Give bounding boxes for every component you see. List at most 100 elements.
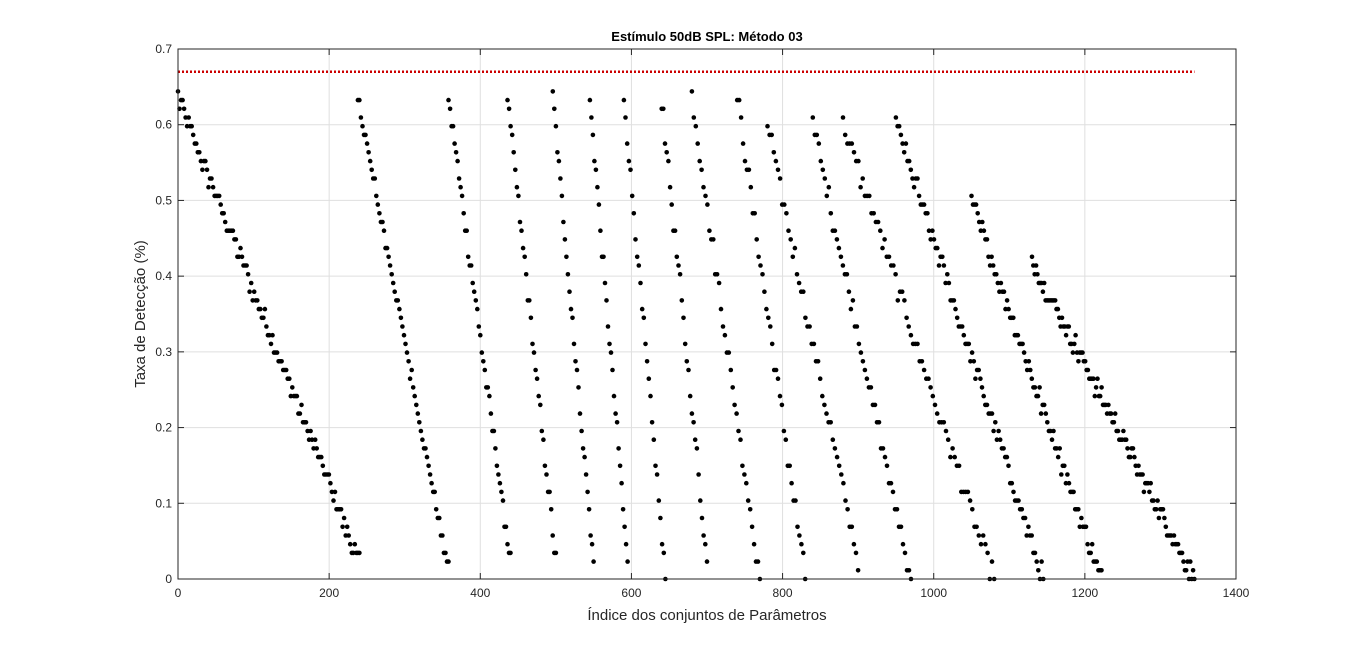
data-point	[775, 376, 781, 382]
data-point	[775, 167, 781, 173]
data-point	[1132, 454, 1137, 460]
data-point	[527, 298, 532, 303]
data-point	[893, 115, 899, 120]
data-point	[797, 533, 802, 538]
data-point	[841, 480, 846, 486]
data-point	[746, 167, 752, 173]
data-point	[822, 402, 827, 408]
data-point	[856, 341, 862, 347]
data-point	[1011, 489, 1016, 495]
data-point	[703, 193, 708, 199]
y-tick-label: 0.6	[155, 118, 172, 132]
data-point	[908, 332, 914, 338]
data-point	[1041, 402, 1047, 408]
data-point	[649, 420, 655, 425]
data-point	[470, 280, 476, 286]
data-point	[556, 158, 562, 164]
data-point	[290, 385, 295, 390]
data-point	[681, 315, 686, 321]
data-point	[571, 341, 577, 347]
data-point	[703, 541, 708, 547]
data-point	[661, 550, 667, 556]
data-point	[984, 402, 990, 408]
data-point	[860, 176, 865, 181]
data-point	[898, 524, 904, 530]
data-point	[704, 559, 710, 564]
data-point	[900, 141, 905, 146]
data-point	[1106, 402, 1111, 408]
data-point	[989, 559, 995, 564]
data-point	[970, 507, 975, 512]
data-point	[341, 515, 347, 521]
data-point	[426, 463, 431, 469]
data-point	[531, 350, 537, 355]
data-point	[815, 359, 821, 364]
data-point	[1004, 454, 1010, 460]
data-point	[607, 341, 612, 347]
data-point	[803, 315, 808, 321]
data-point	[326, 472, 332, 477]
data-point	[245, 272, 251, 277]
data-point	[943, 428, 949, 434]
data-point	[666, 158, 671, 164]
data-point	[592, 158, 597, 164]
data-point	[1162, 515, 1167, 521]
x-tick-label: 800	[773, 586, 793, 600]
data-point	[777, 393, 783, 399]
data-point	[601, 254, 606, 260]
data-point	[1020, 341, 1025, 347]
data-point	[222, 219, 228, 225]
data-point	[661, 106, 666, 112]
data-point	[816, 141, 822, 146]
data-point	[714, 272, 720, 277]
data-point	[387, 263, 393, 268]
data-point	[268, 341, 274, 347]
data-point	[186, 115, 191, 120]
data-point	[701, 184, 706, 190]
data-point	[1089, 541, 1095, 547]
data-point	[598, 228, 603, 233]
data-point	[562, 237, 568, 242]
data-point	[747, 507, 753, 512]
data-point	[485, 385, 491, 390]
data-point	[930, 228, 935, 233]
data-point	[691, 420, 696, 425]
data-point	[494, 463, 500, 469]
data-point	[950, 446, 955, 451]
data-point	[497, 480, 503, 486]
data-point	[541, 437, 546, 443]
data-point	[1038, 411, 1044, 416]
data-points	[175, 89, 1197, 582]
data-point	[389, 272, 395, 277]
data-point	[1033, 263, 1039, 268]
data-point	[732, 402, 737, 408]
data-point	[625, 559, 630, 564]
data-point	[878, 228, 883, 233]
data-point	[517, 219, 523, 225]
data-point	[1072, 341, 1077, 347]
data-point	[994, 437, 1000, 443]
data-point	[331, 498, 336, 503]
data-point	[646, 376, 652, 382]
data-point	[959, 324, 965, 329]
data-point	[921, 367, 927, 373]
data-point	[931, 237, 937, 242]
data-point	[547, 489, 552, 495]
data-point	[357, 97, 362, 103]
data-point	[1092, 393, 1098, 399]
data-point	[375, 202, 381, 207]
data-point	[455, 158, 460, 164]
data-point	[450, 123, 456, 129]
data-point	[1029, 254, 1035, 260]
data-point	[820, 393, 825, 399]
data-point	[299, 402, 304, 408]
data-point	[294, 393, 300, 399]
x-tick-label: 1200	[1072, 586, 1099, 600]
data-point	[427, 472, 433, 477]
data-point	[1151, 498, 1156, 503]
data-point	[669, 202, 674, 207]
data-point	[505, 541, 510, 547]
data-point	[478, 332, 483, 338]
data-point	[895, 298, 901, 303]
